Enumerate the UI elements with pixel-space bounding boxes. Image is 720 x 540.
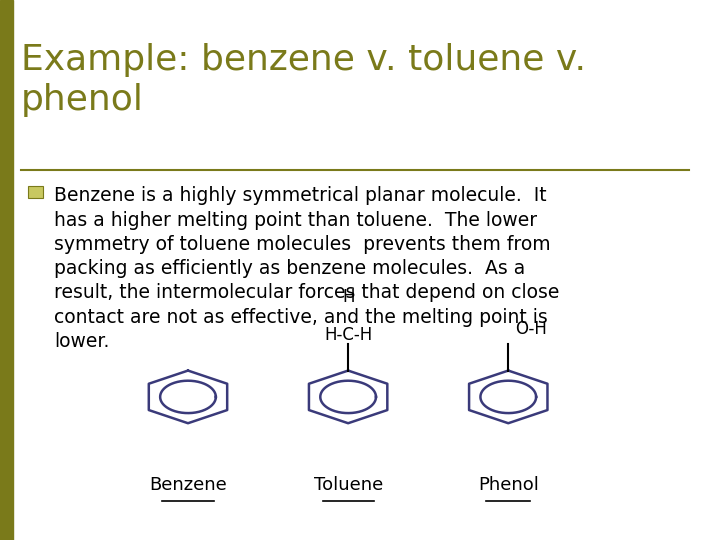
Text: H-C-H: H-C-H xyxy=(324,326,372,343)
Text: O-H: O-H xyxy=(516,320,547,338)
Text: Benzene: Benzene xyxy=(149,476,227,494)
Text: Benzene is a highly symmetrical planar molecule.  It
has a higher melting point : Benzene is a highly symmetrical planar m… xyxy=(54,186,559,351)
Text: H: H xyxy=(342,288,354,306)
Text: Example: benzene v. toluene v.
phenol: Example: benzene v. toluene v. phenol xyxy=(21,43,586,117)
Bar xyxy=(0,0,12,540)
Bar xyxy=(28,186,43,198)
Text: Toluene: Toluene xyxy=(313,476,383,494)
Text: Phenol: Phenol xyxy=(478,476,539,494)
